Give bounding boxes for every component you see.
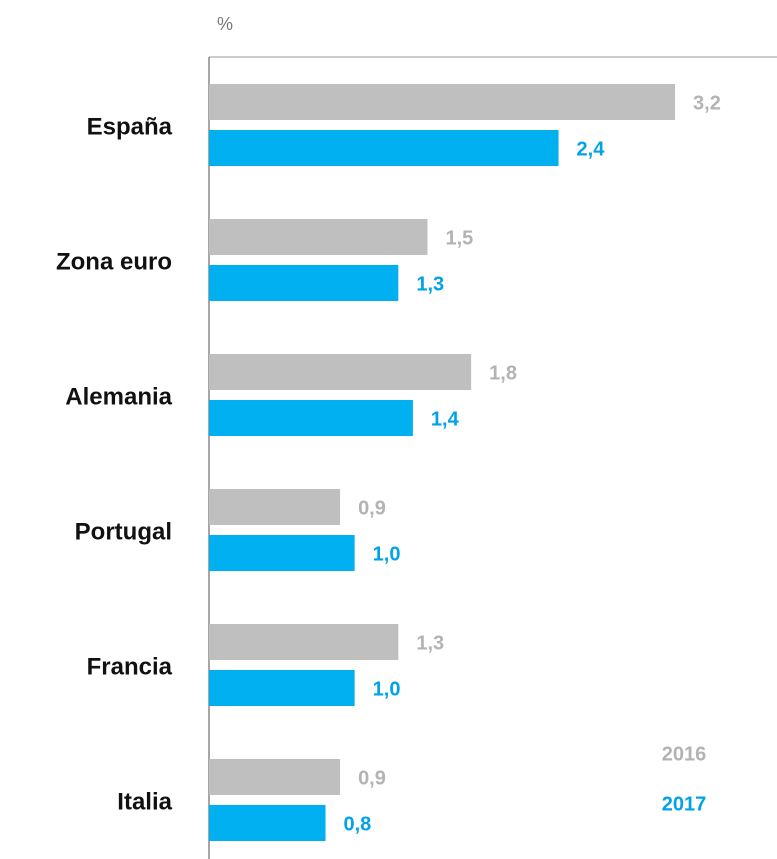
bar bbox=[209, 624, 399, 660]
legend-entry: 2017 bbox=[662, 793, 707, 815]
value-label: 1,3 bbox=[416, 273, 444, 295]
bar bbox=[209, 130, 559, 166]
category-label: Francia bbox=[87, 653, 173, 680]
bar bbox=[209, 805, 326, 841]
category-label: Italia bbox=[117, 788, 172, 815]
value-label: 1,4 bbox=[431, 408, 460, 430]
category-label: Zona euro bbox=[56, 248, 172, 275]
bar bbox=[209, 354, 472, 390]
bar bbox=[209, 265, 399, 301]
value-label: 1,0 bbox=[373, 678, 401, 700]
axis-label: % bbox=[217, 14, 233, 34]
bar bbox=[209, 670, 355, 706]
value-label: 1,5 bbox=[445, 227, 473, 249]
category-label: España bbox=[87, 113, 173, 140]
value-label: 3,2 bbox=[693, 92, 721, 114]
legend-entry: 2016 bbox=[662, 743, 707, 765]
bar bbox=[209, 489, 341, 525]
value-label: 1,0 bbox=[373, 543, 401, 565]
bar bbox=[209, 535, 355, 571]
bar bbox=[209, 759, 341, 795]
bar bbox=[209, 400, 413, 436]
bar bbox=[209, 84, 676, 120]
value-label: 0,9 bbox=[358, 497, 386, 519]
value-label: 1,3 bbox=[416, 632, 444, 654]
category-label: Alemania bbox=[65, 383, 172, 410]
value-label: 1,8 bbox=[489, 362, 517, 384]
category-label: Portugal bbox=[75, 518, 172, 545]
value-label: 0,9 bbox=[358, 767, 386, 789]
value-label: 0,8 bbox=[344, 813, 372, 835]
value-label: 2,4 bbox=[577, 138, 606, 160]
bar bbox=[209, 219, 428, 255]
